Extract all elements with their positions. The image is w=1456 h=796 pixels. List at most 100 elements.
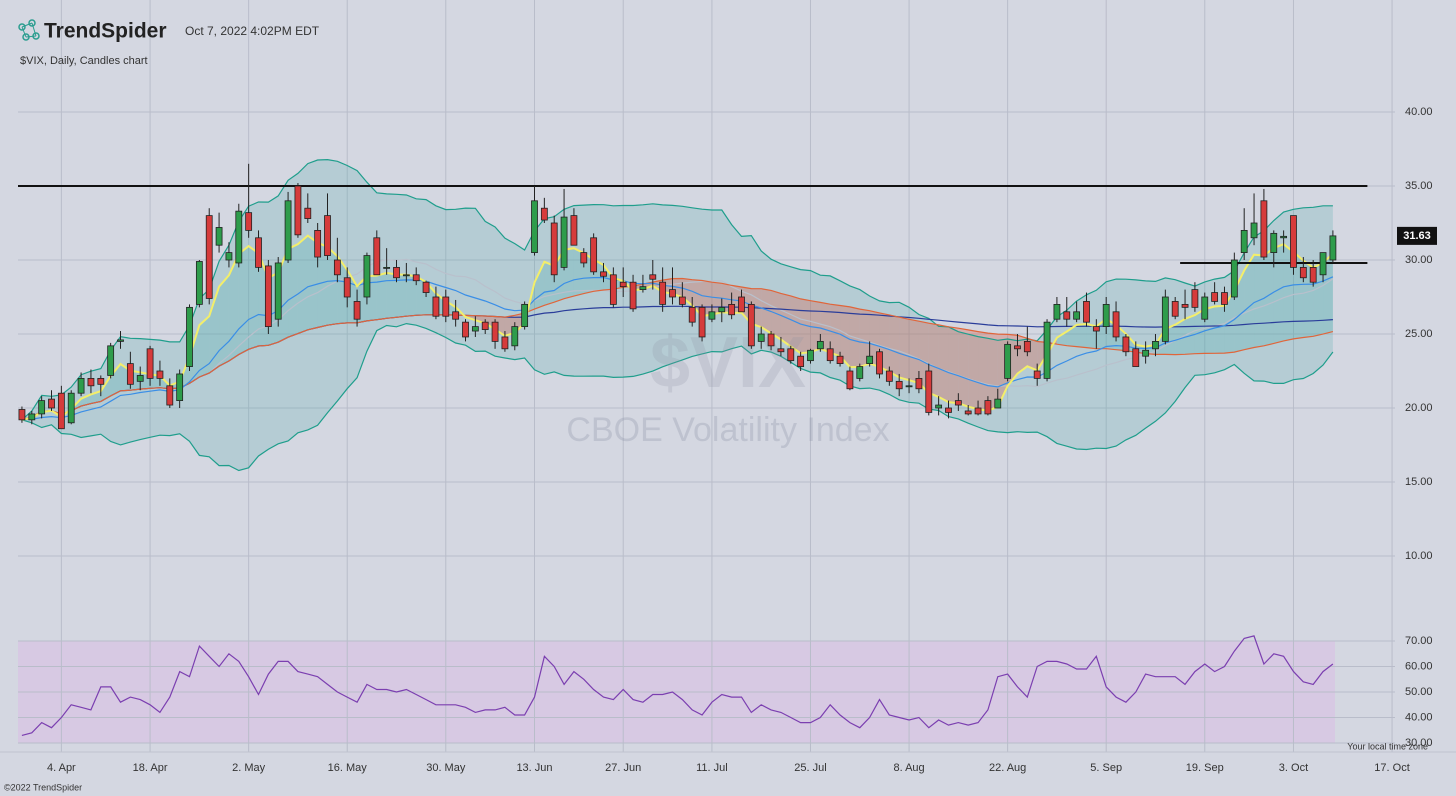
candle-body	[767, 333, 775, 347]
candle-body	[757, 333, 765, 342]
brand: TrendSpider	[44, 20, 167, 43]
candle-body	[669, 289, 676, 298]
candle-body	[117, 339, 124, 342]
candle-body	[1102, 303, 1110, 327]
candle-body	[343, 277, 351, 298]
watermark: $VIX	[650, 323, 806, 403]
candle-body	[462, 321, 469, 338]
candle-body	[945, 407, 952, 413]
candle-body	[245, 212, 253, 231]
candle-body	[876, 351, 883, 375]
candle-body	[885, 370, 893, 382]
candle-body	[1230, 259, 1238, 298]
candle-body	[57, 392, 65, 430]
trend-cloud	[248, 246, 259, 350]
candle-body	[659, 281, 667, 305]
candle-body	[560, 216, 568, 268]
trend-cloud	[780, 293, 791, 347]
candle-body	[609, 274, 617, 305]
candle-body	[895, 380, 903, 390]
candle-body	[1083, 301, 1090, 323]
trend-cloud	[297, 235, 308, 334]
trend-cloud	[1194, 309, 1205, 354]
trend-cloud	[81, 394, 91, 407]
candle-body	[383, 266, 391, 269]
candle-body	[718, 306, 726, 313]
candle-body	[156, 370, 164, 379]
x-tick-label: 25. Jul	[794, 762, 826, 774]
candle-body	[619, 281, 627, 288]
trend-cloud	[820, 302, 831, 353]
candle-body	[1063, 311, 1071, 320]
candle-body	[97, 377, 105, 385]
candle-body	[491, 321, 499, 342]
trend-cloud	[1175, 318, 1186, 355]
candle-body	[1329, 235, 1337, 261]
candle-body	[284, 200, 292, 261]
candle-body	[18, 409, 26, 421]
candle-body	[708, 311, 716, 320]
rsi-tick-label: 60.00	[1405, 660, 1433, 672]
candle-body	[738, 296, 745, 313]
candle-body	[1014, 345, 1021, 350]
trend-cloud	[209, 286, 220, 374]
y-tick-label: 30.00	[1405, 254, 1433, 266]
trend-cloud	[1283, 244, 1294, 341]
candle-body	[333, 259, 341, 276]
x-tick-label: 18. Apr	[133, 762, 168, 774]
candle-body	[1023, 340, 1031, 353]
candle-body	[846, 370, 854, 390]
candle-body	[452, 311, 460, 320]
candle-body	[264, 265, 272, 328]
candle-body	[1299, 266, 1307, 279]
y-tick-label: 15.00	[1405, 476, 1433, 488]
trend-cloud	[938, 324, 949, 403]
candle-body	[540, 207, 548, 221]
trend-cloud	[189, 325, 200, 384]
candle-body	[481, 321, 489, 330]
x-tick-label: 22. Aug	[989, 762, 1026, 774]
trend-cloud	[978, 331, 988, 411]
trend-cloud	[100, 375, 111, 402]
candle-body	[442, 296, 450, 317]
trend-cloud	[307, 235, 318, 330]
candle-body	[146, 348, 154, 379]
chart-subtitle: $VIX, Daily, Candles chart	[20, 55, 148, 67]
trend-cloud	[1076, 324, 1087, 348]
candle-body	[1221, 292, 1228, 305]
candle-body	[797, 355, 805, 367]
candle-body	[501, 336, 509, 350]
candle-body	[1053, 303, 1061, 320]
candle-body	[1112, 311, 1120, 338]
trend-cloud	[1185, 315, 1195, 355]
candle-body	[1290, 215, 1297, 268]
candle-body	[590, 237, 598, 273]
trend-cloud	[889, 314, 900, 378]
candle-body	[363, 255, 371, 298]
candle-body	[954, 400, 962, 406]
candle-body	[314, 229, 322, 258]
candle-body	[255, 237, 262, 268]
candle-body	[28, 413, 36, 421]
candle-body	[915, 377, 923, 390]
candle-body	[1309, 266, 1317, 283]
candle-body	[1033, 370, 1041, 379]
candle-body	[393, 266, 400, 279]
last-price: 31.63	[1403, 230, 1431, 242]
trend-cloud	[830, 304, 841, 357]
candle-body	[580, 252, 588, 264]
trend-cloud	[948, 326, 959, 404]
y-tick-label: 10.00	[1405, 550, 1433, 562]
candle-body	[432, 296, 440, 317]
candle-body	[1122, 336, 1130, 353]
trend-cloud	[1263, 248, 1274, 346]
candle-body	[422, 281, 430, 293]
trend-cloud	[110, 363, 121, 396]
candle-body	[67, 392, 75, 424]
rsi-tick-label: 50.00	[1405, 686, 1433, 698]
candle-body	[531, 200, 538, 254]
candle-body	[1191, 289, 1199, 308]
x-tick-label: 5. Sep	[1090, 762, 1122, 774]
candle-body	[87, 377, 95, 387]
